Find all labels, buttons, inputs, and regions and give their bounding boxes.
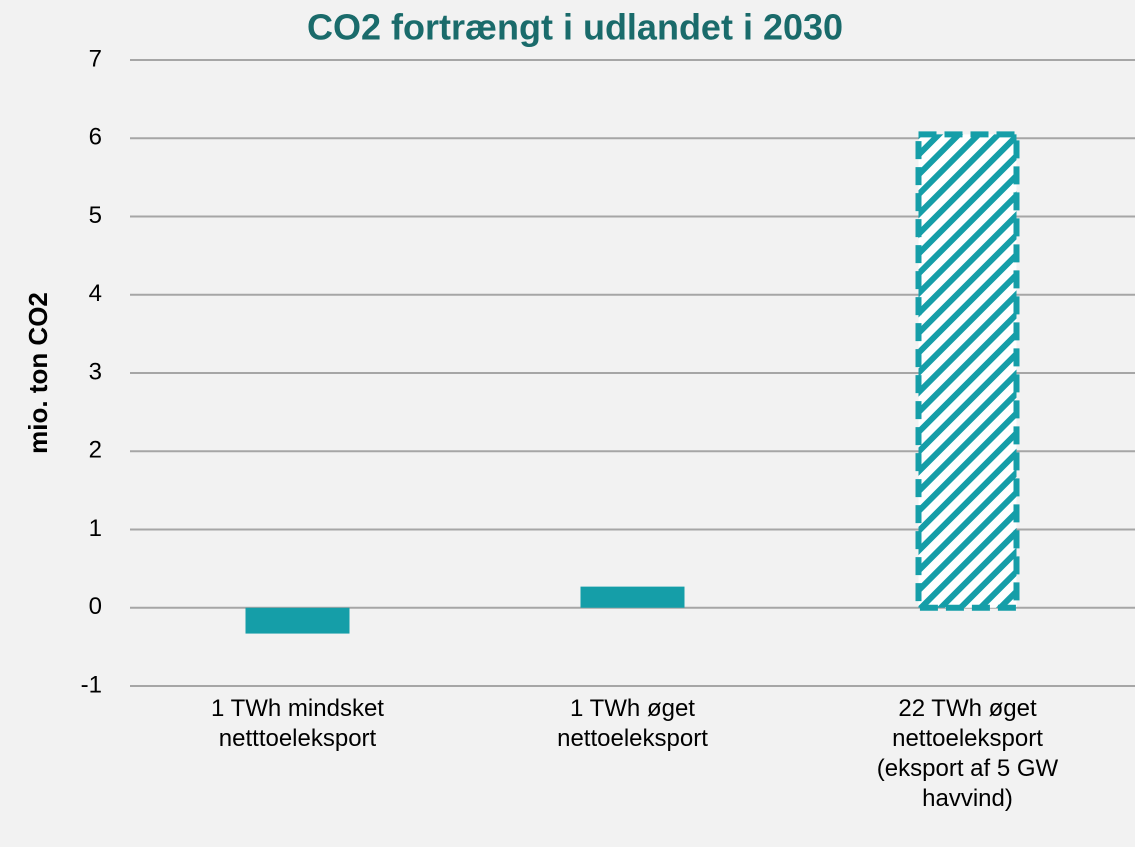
x-tick-label: 1 TWh mindsket netttoeleksport	[211, 695, 384, 752]
bar	[245, 607, 350, 634]
y-tick-label: 4	[89, 280, 102, 307]
y-tick-label: 2	[89, 437, 102, 464]
x-tick-label: 1 TWh øget nettoeleksport	[557, 695, 708, 752]
bar	[915, 131, 1020, 611]
y-tick-label: 5	[89, 202, 102, 229]
y-tick-label: 6	[89, 124, 102, 151]
y-tick-label: 1	[89, 515, 102, 542]
y-tick-label: -1	[81, 671, 102, 698]
bar	[580, 586, 685, 608]
y-tick-label: 3	[89, 358, 102, 385]
y-tick-label: 7	[89, 45, 102, 72]
chart-title: CO2 fortrængt i udlandet i 2030	[307, 7, 843, 48]
y-tick-label: 0	[89, 593, 102, 620]
y-axis-label: mio. ton CO2	[23, 292, 53, 454]
x-tick-label: 22 TWh øget nettoeleksport (eksport af 5…	[876, 695, 1059, 812]
